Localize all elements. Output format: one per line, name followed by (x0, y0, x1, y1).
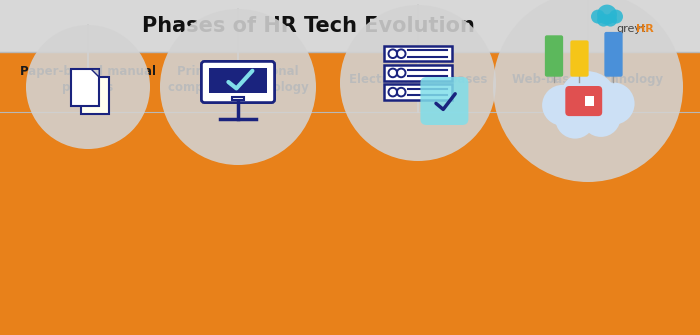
FancyBboxPatch shape (384, 84, 452, 100)
FancyBboxPatch shape (384, 65, 452, 81)
Text: Web-based technology: Web-based technology (512, 72, 664, 85)
Text: greyt: greyt (616, 23, 645, 34)
Text: Electronic databases: Electronic databases (349, 72, 487, 85)
FancyBboxPatch shape (584, 96, 594, 106)
Text: Primitive personal
computer technology: Primitive personal computer technology (167, 65, 309, 93)
FancyBboxPatch shape (545, 35, 563, 77)
FancyBboxPatch shape (80, 77, 108, 114)
Circle shape (564, 71, 608, 116)
Circle shape (604, 14, 617, 26)
Circle shape (160, 9, 316, 165)
Circle shape (493, 0, 683, 182)
FancyBboxPatch shape (384, 46, 452, 61)
FancyBboxPatch shape (71, 69, 99, 106)
FancyBboxPatch shape (232, 97, 244, 100)
Circle shape (597, 5, 617, 24)
FancyBboxPatch shape (604, 32, 622, 77)
FancyBboxPatch shape (570, 41, 589, 77)
Circle shape (592, 82, 635, 125)
Text: Phases of HR Tech Evolution: Phases of HR Tech Evolution (141, 16, 475, 36)
FancyBboxPatch shape (204, 93, 272, 99)
FancyBboxPatch shape (421, 77, 468, 125)
Circle shape (591, 10, 605, 23)
FancyBboxPatch shape (0, 52, 700, 335)
FancyBboxPatch shape (0, 0, 700, 52)
Polygon shape (91, 69, 99, 77)
FancyBboxPatch shape (209, 68, 267, 95)
Circle shape (559, 71, 617, 129)
Circle shape (597, 14, 610, 26)
Circle shape (609, 10, 623, 23)
FancyBboxPatch shape (566, 86, 602, 116)
Circle shape (340, 5, 496, 161)
Text: HR: HR (636, 23, 654, 34)
Circle shape (26, 25, 150, 149)
FancyBboxPatch shape (232, 65, 269, 104)
Circle shape (581, 97, 621, 137)
Circle shape (555, 99, 595, 139)
Circle shape (542, 85, 583, 126)
Text: Paper-based manual
process: Paper-based manual process (20, 65, 156, 93)
FancyBboxPatch shape (202, 61, 274, 103)
